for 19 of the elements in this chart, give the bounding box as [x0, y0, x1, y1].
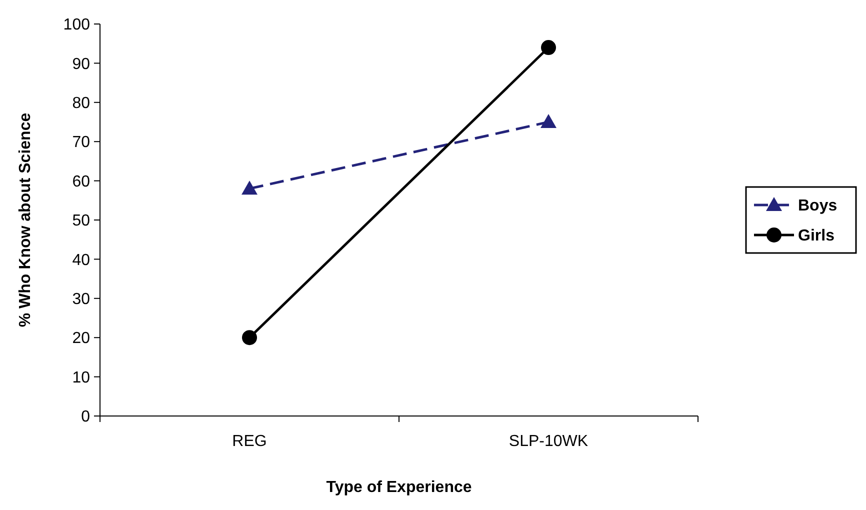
x-tick-label: SLP-10WK	[508, 433, 588, 450]
legend-label: Boys	[798, 198, 838, 215]
y-tick-label: 20	[72, 330, 90, 348]
y-tick-label: 0	[81, 408, 90, 426]
y-tick-label: 80	[72, 95, 90, 112]
x-tick-label: REG	[232, 433, 267, 450]
y-tick-label: 30	[72, 291, 90, 308]
y-tick-label: 70	[72, 134, 90, 152]
y-tick-label: 90	[72, 56, 90, 73]
y-tick-label: 10	[72, 369, 90, 386]
point	[242, 330, 257, 346]
y-tick-label: 40	[72, 252, 90, 269]
y-axis-title: % Who Know about Science	[17, 112, 34, 328]
legend-label: Girls	[798, 228, 835, 245]
point	[541, 40, 556, 56]
y-tick-label: 100	[63, 16, 90, 34]
x-axis-title: Type of Experience	[326, 479, 472, 496]
y-tick-label: 50	[72, 212, 90, 230]
y-tick-label: 60	[72, 173, 90, 190]
